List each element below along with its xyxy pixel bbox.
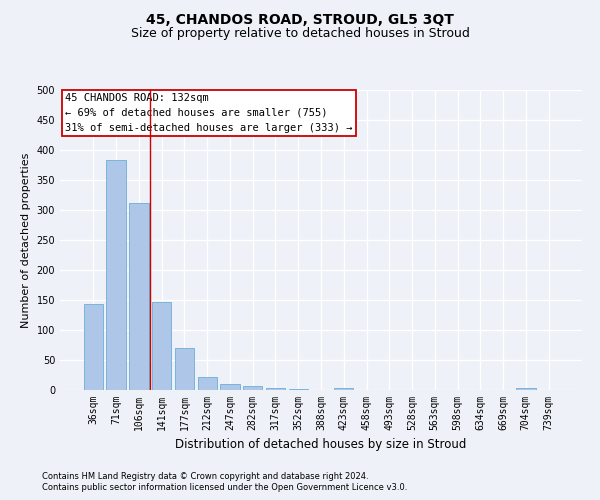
Bar: [266, 388, 285, 390]
Bar: [84, 304, 103, 390]
Bar: [129, 204, 149, 390]
Y-axis label: Number of detached properties: Number of detached properties: [21, 152, 31, 328]
Bar: [220, 384, 239, 390]
Text: 45 CHANDOS ROAD: 132sqm
← 69% of detached houses are smaller (755)
31% of semi-d: 45 CHANDOS ROAD: 132sqm ← 69% of detache…: [65, 93, 353, 132]
Bar: [106, 160, 126, 390]
Bar: [197, 377, 217, 390]
Text: 45, CHANDOS ROAD, STROUD, GL5 3QT: 45, CHANDOS ROAD, STROUD, GL5 3QT: [146, 12, 454, 26]
Bar: [516, 388, 536, 390]
Bar: [243, 386, 262, 390]
Text: Contains HM Land Registry data © Crown copyright and database right 2024.: Contains HM Land Registry data © Crown c…: [42, 472, 368, 481]
X-axis label: Distribution of detached houses by size in Stroud: Distribution of detached houses by size …: [175, 438, 467, 452]
Text: Contains public sector information licensed under the Open Government Licence v3: Contains public sector information licen…: [42, 484, 407, 492]
Bar: [334, 388, 353, 390]
Text: Size of property relative to detached houses in Stroud: Size of property relative to detached ho…: [131, 28, 469, 40]
Bar: [152, 302, 172, 390]
Bar: [175, 348, 194, 390]
